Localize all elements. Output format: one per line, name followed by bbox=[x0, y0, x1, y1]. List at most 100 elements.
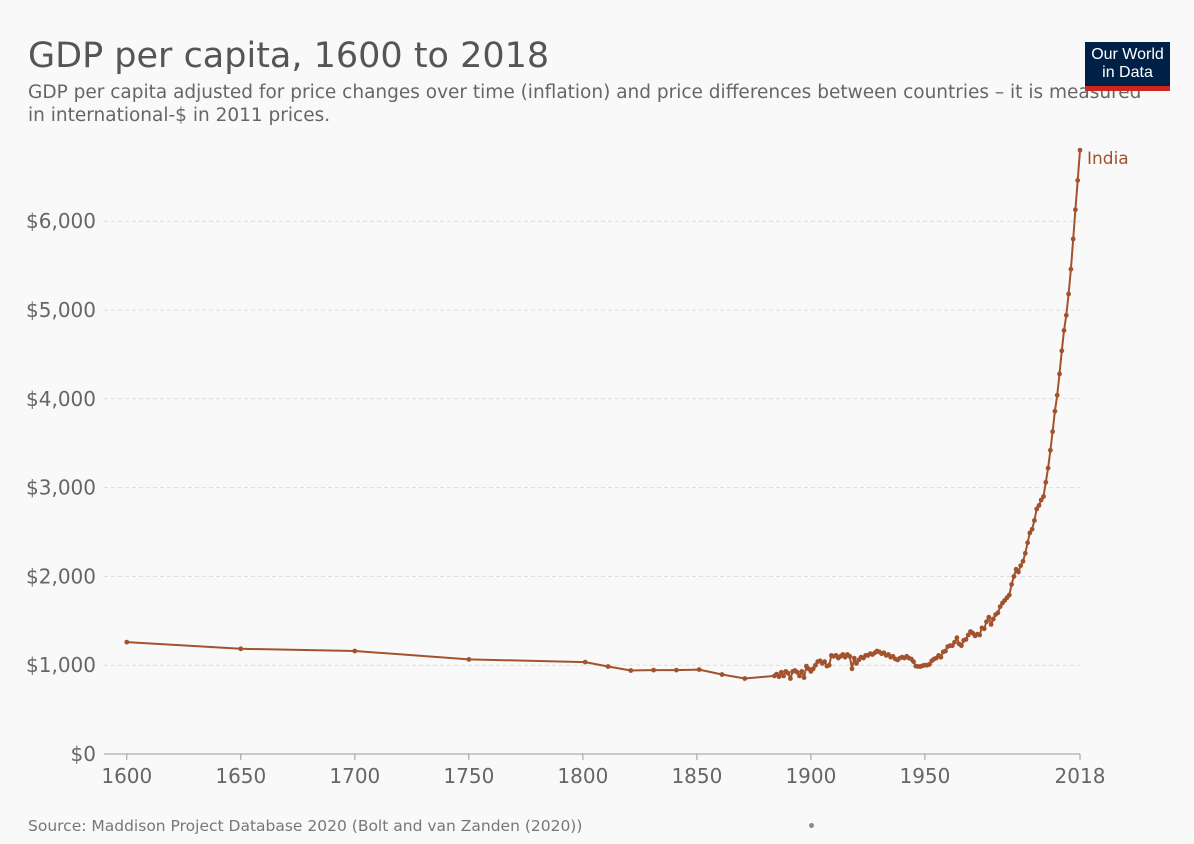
data-point[interactable] bbox=[847, 653, 853, 659]
data-point[interactable] bbox=[997, 604, 1003, 609]
data-point[interactable] bbox=[1045, 465, 1051, 471]
data-point[interactable] bbox=[963, 637, 969, 642]
chart-title: GDP per capita, 1600 to 2018 bbox=[28, 36, 550, 76]
data-point[interactable] bbox=[1061, 328, 1067, 333]
data-point[interactable] bbox=[1075, 178, 1081, 183]
x-tick-label: 1600 bbox=[101, 764, 152, 788]
data-point[interactable] bbox=[984, 619, 989, 625]
y-tick-label: $5,000 bbox=[26, 298, 96, 322]
data-point[interactable] bbox=[651, 667, 656, 673]
y-tick-label: $6,000 bbox=[26, 209, 96, 233]
data-point[interactable] bbox=[466, 657, 472, 662]
source-note: Source: Maddison Project Database 2020 (… bbox=[28, 817, 583, 835]
data-point[interactable] bbox=[785, 670, 791, 676]
data-point[interactable] bbox=[778, 669, 784, 675]
data-point[interactable] bbox=[938, 654, 944, 660]
y-tick-label: $0 bbox=[71, 742, 96, 766]
data-point[interactable] bbox=[1027, 530, 1033, 536]
data-point[interactable] bbox=[986, 614, 992, 620]
data-point[interactable] bbox=[696, 667, 702, 672]
series-label-india: India bbox=[1087, 149, 1129, 169]
x-tick-label: 1800 bbox=[557, 764, 608, 788]
data-point[interactable] bbox=[1020, 558, 1026, 564]
data-point[interactable] bbox=[628, 668, 634, 673]
data-point[interactable] bbox=[1043, 479, 1049, 485]
data-point[interactable] bbox=[801, 675, 807, 680]
data-point[interactable] bbox=[851, 655, 857, 661]
data-point[interactable] bbox=[742, 676, 748, 681]
data-point[interactable] bbox=[854, 661, 859, 666]
data-point[interactable] bbox=[352, 648, 358, 654]
data-point[interactable] bbox=[1018, 563, 1024, 569]
data-point[interactable] bbox=[605, 664, 611, 669]
y-tick-label: $3,000 bbox=[26, 476, 96, 500]
data-point[interactable] bbox=[995, 610, 1001, 616]
data-point[interactable] bbox=[990, 616, 996, 622]
data-point[interactable] bbox=[1068, 266, 1074, 272]
data-point[interactable] bbox=[1038, 497, 1044, 503]
data-point[interactable] bbox=[582, 659, 588, 665]
data-point[interactable] bbox=[1009, 582, 1014, 587]
data-point[interactable] bbox=[849, 666, 855, 672]
data-point[interactable] bbox=[822, 659, 827, 664]
data-point[interactable] bbox=[1016, 569, 1021, 575]
data-point[interactable] bbox=[810, 666, 816, 672]
data-point[interactable] bbox=[927, 661, 932, 667]
data-point[interactable] bbox=[1034, 506, 1040, 512]
series-line-india[interactable] bbox=[126, 150, 1081, 680]
data-point[interactable] bbox=[1032, 518, 1037, 523]
y-tick-label: $1,000 bbox=[26, 653, 96, 677]
data-point[interactable] bbox=[1029, 526, 1035, 532]
data-point[interactable] bbox=[1077, 147, 1083, 153]
data-point[interactable] bbox=[1048, 447, 1053, 453]
data-point[interactable] bbox=[674, 667, 679, 673]
data-point[interactable] bbox=[794, 669, 800, 675]
x-tick-label: 1850 bbox=[671, 764, 722, 788]
data-point[interactable] bbox=[1041, 494, 1046, 499]
data-point[interactable] bbox=[1011, 574, 1017, 579]
footer-dot bbox=[809, 823, 814, 828]
data-point[interactable] bbox=[988, 622, 994, 627]
data-point[interactable] bbox=[797, 673, 802, 679]
data-point[interactable] bbox=[1070, 236, 1076, 242]
x-tick-label: 1750 bbox=[443, 764, 494, 788]
data-point[interactable] bbox=[813, 662, 818, 668]
data-point[interactable] bbox=[981, 626, 987, 632]
data-point[interactable] bbox=[1022, 550, 1028, 556]
data-point[interactable] bbox=[1073, 207, 1078, 213]
data-point[interactable] bbox=[124, 639, 130, 645]
data-point[interactable] bbox=[977, 632, 983, 638]
data-point[interactable] bbox=[1052, 408, 1058, 414]
x-tick-label: 1950 bbox=[899, 764, 950, 788]
data-point[interactable] bbox=[238, 646, 244, 652]
data-point[interactable] bbox=[719, 672, 725, 677]
data-point[interactable] bbox=[1063, 312, 1069, 318]
data-point[interactable] bbox=[1054, 392, 1060, 398]
data-point[interactable] bbox=[911, 659, 916, 664]
data-point[interactable] bbox=[954, 635, 960, 641]
data-point[interactable] bbox=[1059, 348, 1065, 354]
x-tick-label: 1700 bbox=[329, 764, 380, 788]
data-point[interactable] bbox=[949, 643, 955, 649]
data-point[interactable] bbox=[959, 643, 964, 649]
data-point[interactable] bbox=[1066, 291, 1071, 297]
data-point[interactable] bbox=[1036, 503, 1042, 508]
data-point[interactable] bbox=[781, 673, 786, 679]
data-point[interactable] bbox=[1025, 540, 1030, 546]
data-point[interactable] bbox=[1006, 592, 1012, 598]
data-point[interactable] bbox=[965, 632, 971, 638]
data-point[interactable] bbox=[826, 662, 832, 668]
data-point[interactable] bbox=[952, 639, 957, 645]
data-point[interactable] bbox=[1050, 429, 1055, 435]
data-point[interactable] bbox=[788, 676, 793, 681]
data-point[interactable] bbox=[799, 669, 805, 674]
x-tick-label: 1900 bbox=[785, 764, 836, 788]
logo-line-2: in Data bbox=[1102, 64, 1153, 81]
y-tick-label: $2,000 bbox=[26, 564, 96, 588]
data-point[interactable] bbox=[776, 674, 782, 680]
data-point[interactable] bbox=[1057, 371, 1062, 377]
owid-logo[interactable]: Our World in Data bbox=[1085, 42, 1170, 91]
data-point[interactable] bbox=[943, 648, 948, 654]
chart-subtitle: GDP per capita adjusted for price change… bbox=[28, 82, 1142, 126]
